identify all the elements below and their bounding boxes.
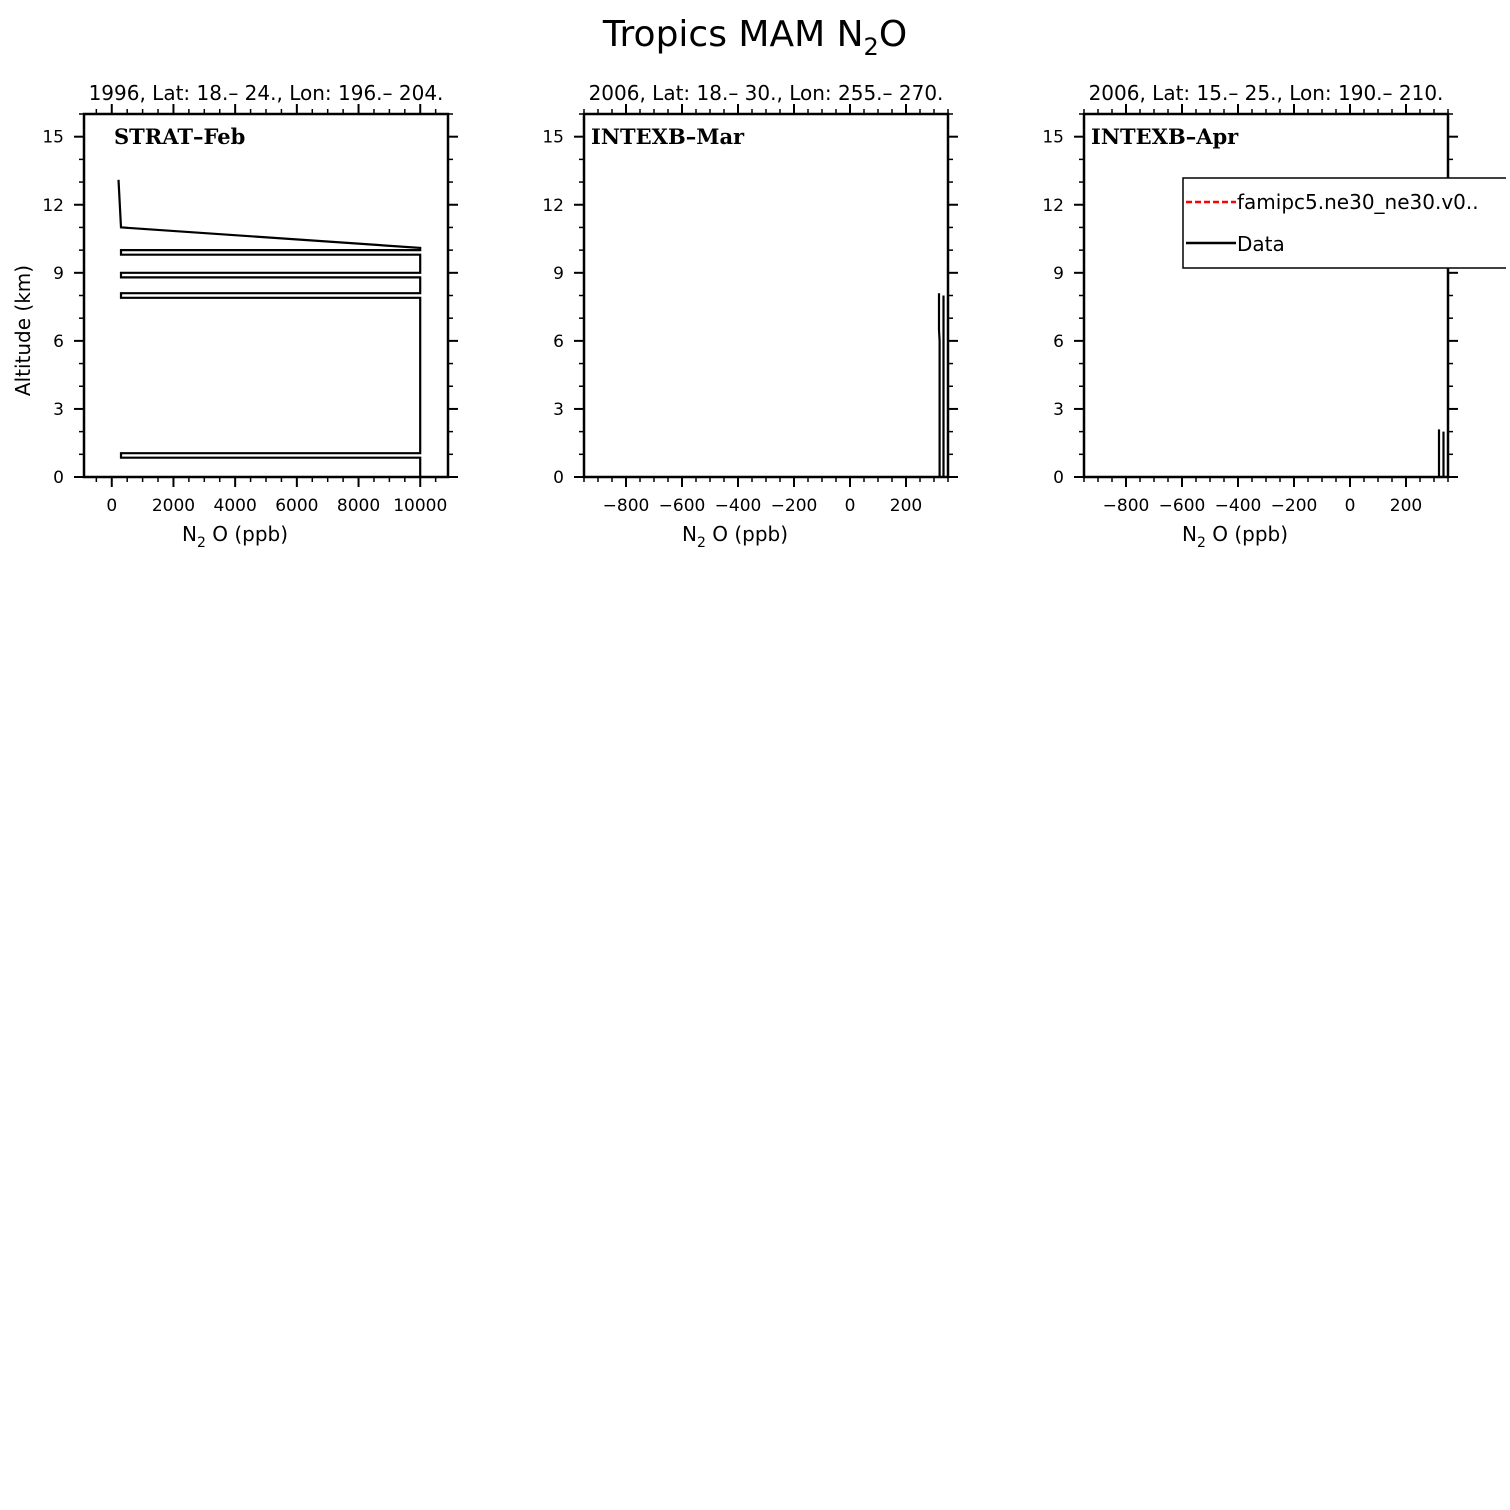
- x-axis-label-tail: O (ppb): [206, 522, 288, 546]
- y-axis-label: Altitude (km): [11, 265, 35, 396]
- x-axis-label-subscript: 2: [197, 535, 206, 551]
- legend-model-label: famipc5.ne30_ne30.v0..: [1237, 190, 1479, 214]
- y-tick-label: 0: [1053, 468, 1064, 488]
- x-tick-label: 200: [1390, 496, 1422, 516]
- y-tick-label: 3: [1053, 400, 1064, 420]
- y-tick-label: 6: [1053, 332, 1064, 352]
- x-axis-label-tail: O (ppb): [706, 522, 788, 546]
- y-tick-label: 0: [53, 468, 64, 488]
- panel-1: 0 3 6 9 12 15 0 2000 4000 6000 8000 10000 1996, Lat:…: [11, 81, 458, 551]
- x-axis-label-tail: O (ppb): [1206, 522, 1288, 546]
- y-tick-label: 12: [42, 196, 64, 216]
- y-tick-label: 15: [42, 128, 64, 148]
- x-tick-label: −800: [603, 496, 650, 516]
- x-tick-label: −400: [715, 496, 762, 516]
- data-series-line: [117, 179, 422, 477]
- y-tick-label: 6: [553, 332, 564, 352]
- x-tick-label: 4000: [214, 496, 257, 516]
- x-axis-label-subscript: 2: [1197, 535, 1206, 551]
- x-axis-label-main: N: [682, 522, 697, 546]
- x-tick-label: −200: [1271, 496, 1318, 516]
- panel-title: 2006, Lat: 15.– 25., Lon: 190.– 210.: [1089, 81, 1444, 105]
- legend-clip: [1506, 170, 1510, 280]
- y-tick-label: 9: [53, 264, 64, 284]
- figure-title-tail: O: [879, 14, 907, 55]
- y-tick-label: 9: [553, 264, 564, 284]
- figure-title-main: Tropics MAM N: [602, 14, 864, 55]
- legend-box: [1182, 177, 1510, 269]
- panel-label: INTEXB–Mar: [591, 124, 745, 149]
- figure-title: Tropics MAM N2O: [602, 14, 907, 61]
- y-tick-label: 12: [1042, 196, 1064, 216]
- y-tick-label: 15: [1042, 128, 1064, 148]
- panel-2: 0 3 6 9 12 15 −800 −600 −400 −200 0 200 2006, Lat: 1…: [542, 81, 958, 551]
- y-tick-label: 3: [553, 400, 564, 420]
- y-tick-label: 9: [1053, 264, 1064, 284]
- x-tick-label: 0: [845, 496, 856, 516]
- panel-title: 2006, Lat: 18.– 30., Lon: 255.– 270.: [589, 81, 944, 105]
- data-series-line: [937, 293, 941, 477]
- y-tick-label: 12: [542, 196, 564, 216]
- x-tick-label: 8000: [337, 496, 380, 516]
- x-axis-label: N2 O (ppb): [182, 522, 288, 551]
- x-tick-label: 6000: [275, 496, 318, 516]
- x-axis-label-subscript: 2: [697, 535, 706, 551]
- y-tick-label: 0: [553, 468, 564, 488]
- x-axis-label: N2 O (ppb): [682, 522, 788, 551]
- x-tick-label: 0: [106, 496, 117, 516]
- y-tick-label: 15: [542, 128, 564, 148]
- x-tick-label: −600: [659, 496, 706, 516]
- x-axis-label-main: N: [1182, 522, 1197, 546]
- x-tick-label: −400: [1215, 496, 1262, 516]
- x-tick-label: −800: [1103, 496, 1150, 516]
- x-tick-label: 0: [1345, 496, 1356, 516]
- legend: famipc5.ne30_ne30.v0.. Data: [1182, 177, 1510, 269]
- x-axis-label: N2 O (ppb): [1182, 522, 1288, 551]
- y-tick-label: 3: [53, 400, 64, 420]
- x-tick-label: −600: [1159, 496, 1206, 516]
- panel-title: 1996, Lat: 18.– 24., Lon: 196.– 204.: [89, 81, 444, 105]
- panel-label: INTEXB–Apr: [1091, 124, 1239, 149]
- x-tick-label: −200: [771, 496, 818, 516]
- y-tick-label: 6: [53, 332, 64, 352]
- x-tick-label: 10000: [393, 496, 447, 516]
- x-tick-label: 2000: [152, 496, 195, 516]
- figure-title-subscript: 2: [864, 33, 879, 61]
- panel-label: STRAT–Feb: [114, 124, 245, 149]
- x-tick-label: 200: [890, 496, 922, 516]
- x-axis-label-main: N: [182, 522, 197, 546]
- legend-data-label: Data: [1237, 232, 1285, 256]
